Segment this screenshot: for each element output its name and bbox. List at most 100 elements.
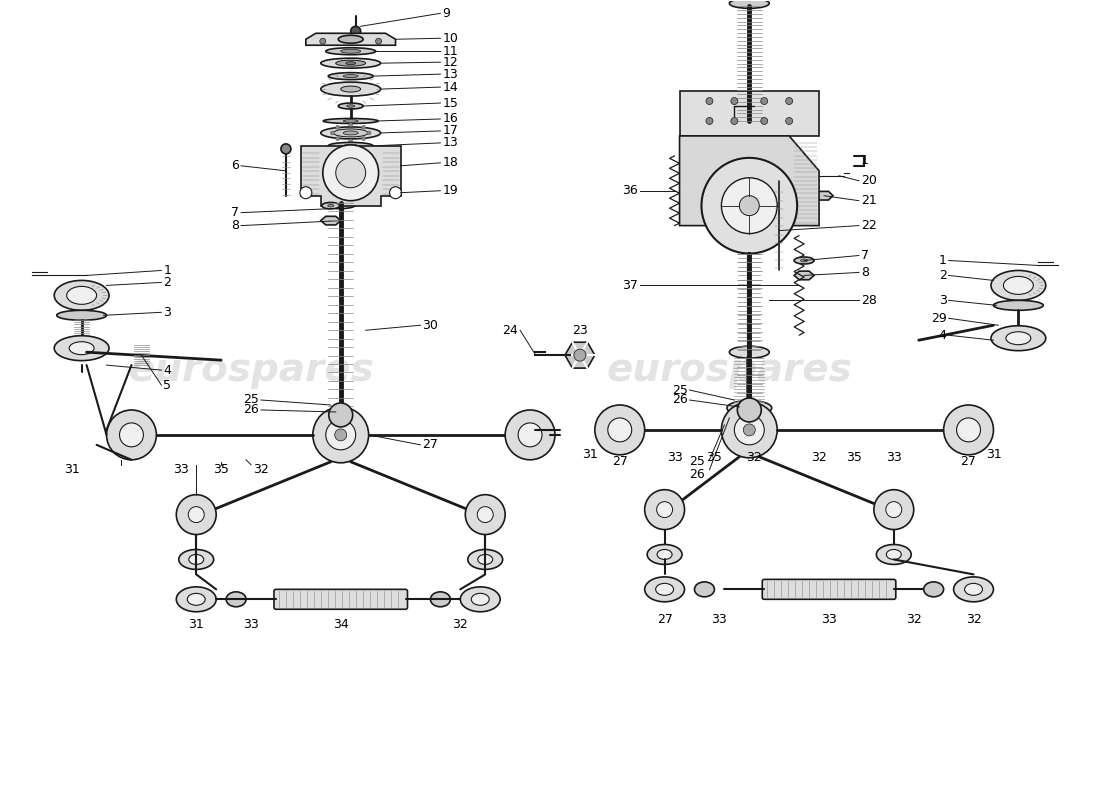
Circle shape — [300, 186, 311, 198]
Text: 31: 31 — [64, 463, 79, 476]
Circle shape — [722, 402, 778, 458]
Ellipse shape — [341, 50, 361, 54]
Text: 3: 3 — [163, 306, 172, 319]
Text: eurospares: eurospares — [606, 351, 852, 389]
Ellipse shape — [477, 554, 493, 565]
Circle shape — [465, 494, 505, 534]
Text: 34: 34 — [333, 618, 349, 630]
Ellipse shape — [343, 120, 359, 122]
Circle shape — [375, 38, 382, 44]
Polygon shape — [301, 146, 400, 206]
Text: 32: 32 — [747, 451, 762, 464]
Text: 5: 5 — [163, 378, 172, 391]
Circle shape — [330, 131, 334, 135]
Text: 27: 27 — [612, 455, 628, 468]
Text: 24: 24 — [503, 324, 518, 337]
Circle shape — [886, 502, 902, 518]
Circle shape — [574, 349, 586, 361]
Text: 4: 4 — [938, 329, 947, 342]
Text: 6: 6 — [231, 159, 239, 172]
Text: 35: 35 — [213, 463, 229, 476]
Circle shape — [735, 415, 764, 445]
Text: 15: 15 — [442, 97, 459, 110]
Circle shape — [657, 502, 672, 518]
Text: 8: 8 — [861, 266, 869, 279]
Circle shape — [645, 490, 684, 530]
Ellipse shape — [346, 105, 354, 107]
Ellipse shape — [328, 73, 373, 80]
Text: 28: 28 — [861, 294, 877, 307]
Circle shape — [744, 424, 756, 436]
Text: 11: 11 — [442, 45, 458, 58]
Circle shape — [595, 405, 645, 455]
Ellipse shape — [732, 404, 767, 416]
Ellipse shape — [321, 127, 381, 139]
Circle shape — [107, 410, 156, 460]
Ellipse shape — [321, 82, 381, 96]
Circle shape — [322, 145, 378, 201]
Ellipse shape — [54, 281, 109, 310]
Ellipse shape — [430, 592, 450, 606]
Ellipse shape — [694, 582, 714, 597]
Circle shape — [389, 186, 402, 198]
Ellipse shape — [645, 577, 684, 602]
Ellipse shape — [176, 587, 217, 612]
Ellipse shape — [343, 144, 359, 147]
FancyBboxPatch shape — [762, 579, 895, 599]
Text: 9: 9 — [442, 7, 450, 20]
Polygon shape — [680, 136, 820, 226]
Text: 14: 14 — [442, 81, 458, 94]
Text: 22: 22 — [861, 219, 877, 232]
Text: 1: 1 — [938, 254, 947, 267]
Ellipse shape — [965, 583, 982, 595]
Ellipse shape — [954, 577, 993, 602]
Ellipse shape — [338, 35, 363, 43]
Circle shape — [518, 423, 542, 447]
Circle shape — [351, 26, 361, 36]
FancyBboxPatch shape — [680, 91, 820, 136]
Text: 7: 7 — [231, 206, 239, 219]
Text: 26: 26 — [243, 403, 258, 417]
Circle shape — [334, 429, 346, 441]
Text: 31: 31 — [582, 448, 597, 462]
Text: 13: 13 — [442, 136, 458, 150]
Circle shape — [761, 98, 768, 105]
Circle shape — [362, 137, 365, 141]
Circle shape — [280, 144, 290, 154]
Ellipse shape — [326, 48, 375, 54]
Text: 35: 35 — [846, 451, 862, 464]
Text: 33: 33 — [712, 613, 727, 626]
Ellipse shape — [67, 286, 97, 304]
Text: 2: 2 — [938, 269, 947, 282]
Text: 8: 8 — [231, 219, 239, 232]
Ellipse shape — [179, 550, 213, 570]
Circle shape — [505, 410, 556, 460]
Circle shape — [761, 118, 768, 125]
Text: 33: 33 — [667, 451, 682, 464]
Text: 25: 25 — [243, 394, 258, 406]
Ellipse shape — [333, 200, 349, 206]
Text: 4: 4 — [163, 364, 172, 377]
Circle shape — [362, 126, 365, 130]
Ellipse shape — [323, 197, 359, 209]
Circle shape — [739, 196, 759, 216]
Circle shape — [349, 139, 353, 143]
Ellipse shape — [336, 60, 365, 66]
Ellipse shape — [341, 86, 361, 92]
Circle shape — [737, 398, 761, 422]
Ellipse shape — [729, 346, 769, 358]
Text: 26: 26 — [672, 394, 688, 406]
Polygon shape — [306, 34, 396, 46]
Text: 33: 33 — [822, 613, 837, 626]
Text: 35: 35 — [706, 451, 723, 464]
Circle shape — [944, 405, 993, 455]
Text: 7: 7 — [861, 249, 869, 262]
Text: 20: 20 — [861, 174, 877, 187]
Ellipse shape — [460, 587, 500, 612]
Text: 3: 3 — [938, 294, 947, 307]
Text: 32: 32 — [452, 618, 469, 630]
Text: 12: 12 — [442, 56, 458, 69]
Ellipse shape — [323, 118, 378, 123]
Ellipse shape — [227, 592, 246, 606]
Ellipse shape — [343, 131, 359, 135]
